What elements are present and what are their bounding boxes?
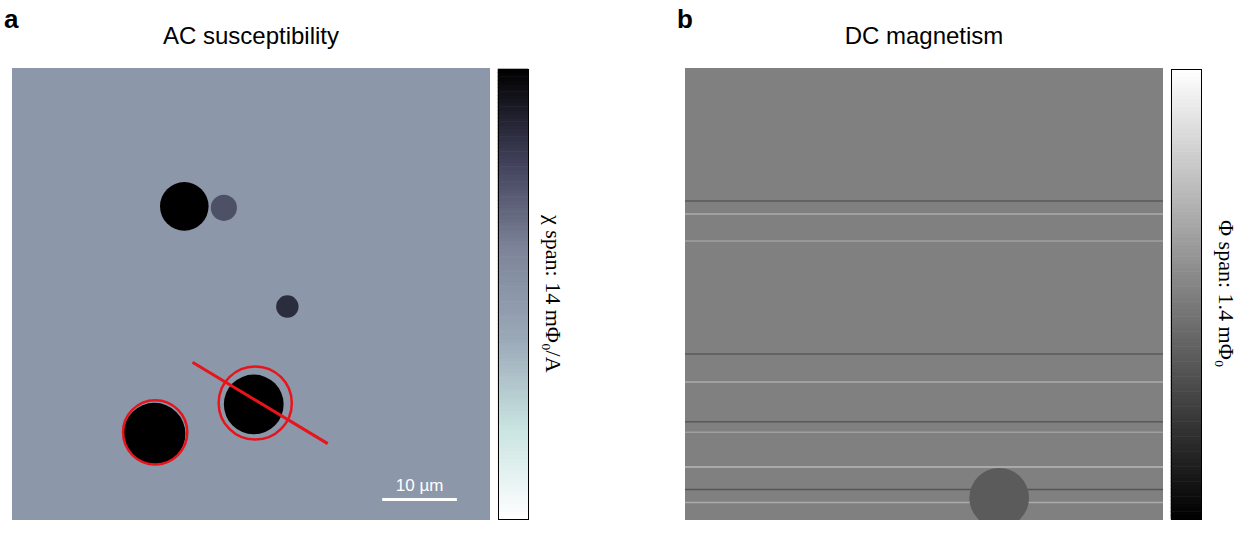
svg-text:10 µm: 10 µm xyxy=(396,476,444,495)
html-text:DC magnetism: DC magnetism xyxy=(844,22,1004,49)
html-text:χ span: 14 mΦ₀/A: χ span: 14 mΦ₀/A xyxy=(541,215,566,373)
html-text:b: b xyxy=(677,4,693,34)
html-text:a: a xyxy=(4,4,19,34)
html-text:AC susceptibility: AC susceptibility xyxy=(163,22,339,49)
html-text:Φ span: 1.4 mΦ₀: Φ span: 1.4 mΦ₀ xyxy=(1214,220,1239,368)
